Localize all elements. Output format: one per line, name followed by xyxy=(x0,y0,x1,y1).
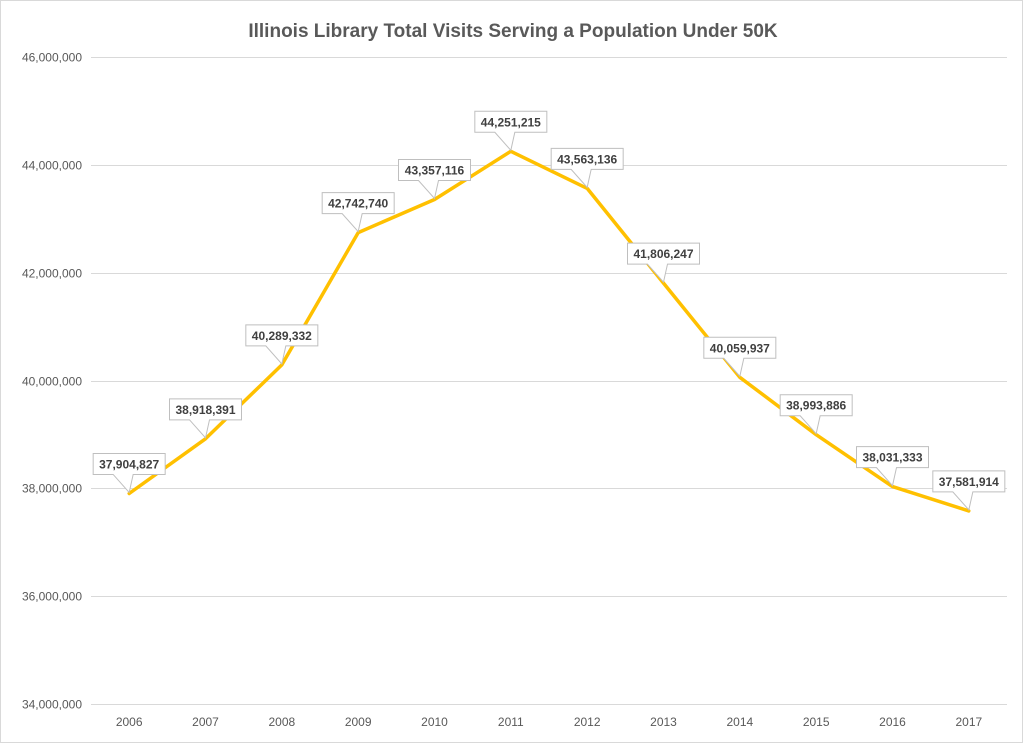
x-tick-label: 2017 xyxy=(955,715,982,729)
data-label: 44,251,215 xyxy=(481,115,541,129)
x-tick-label: 2011 xyxy=(498,715,524,729)
data-label-callout: 38,031,333 xyxy=(857,447,929,486)
data-label-callout: 40,059,937 xyxy=(704,337,776,376)
chart-title: Illinois Library Total Visits Serving a … xyxy=(248,21,778,42)
x-tick-label: 2015 xyxy=(803,715,830,729)
y-axis-tick-labels: 34,000,000 36,000,000 38,000,000 40,000,000… xyxy=(22,51,82,712)
y-tick-label: 36,000,000 xyxy=(22,590,82,604)
y-tick-label: 34,000,000 xyxy=(22,698,82,712)
y-tick-label: 44,000,000 xyxy=(22,159,82,173)
data-label: 38,993,886 xyxy=(786,399,846,413)
data-label: 38,031,333 xyxy=(862,451,922,465)
x-tick-label: 2013 xyxy=(650,715,677,729)
data-label: 43,563,136 xyxy=(557,152,617,166)
x-tick-label: 2016 xyxy=(879,715,906,729)
data-label: 40,289,332 xyxy=(252,329,312,343)
data-label-callout: 37,904,827 xyxy=(93,453,165,492)
data-label-callout: 42,742,740 xyxy=(322,193,394,232)
data-label-callout: 40,289,332 xyxy=(246,325,318,364)
y-tick-label: 46,000,000 xyxy=(22,51,82,65)
x-tick-label: 2010 xyxy=(421,715,448,729)
data-label-callout: 43,357,116 xyxy=(399,159,471,198)
x-tick-label: 2014 xyxy=(726,715,753,729)
data-label: 38,918,391 xyxy=(175,403,235,417)
data-label: 40,059,937 xyxy=(710,341,770,355)
data-label-callout: 43,563,136 xyxy=(551,148,623,187)
data-label: 42,742,740 xyxy=(328,197,388,211)
x-axis-tick-labels: 2006 2007 2008 2009 2010 2011 2012 2013 2014 2015… xyxy=(116,715,983,729)
y-tick-label: 42,000,000 xyxy=(22,267,82,281)
data-label: 41,806,247 xyxy=(633,247,693,261)
x-tick-label: 2008 xyxy=(268,715,295,729)
x-tick-label: 2007 xyxy=(192,715,219,729)
data-label-callout: 38,918,391 xyxy=(170,399,242,438)
x-tick-label: 2009 xyxy=(345,715,372,729)
data-label-callout: 38,993,886 xyxy=(780,395,852,434)
data-label: 37,581,914 xyxy=(939,475,999,489)
gridlines xyxy=(91,58,1007,705)
data-label: 43,357,116 xyxy=(405,163,465,177)
y-tick-label: 38,000,000 xyxy=(22,482,82,496)
data-label-callout: 44,251,215 xyxy=(475,111,547,150)
data-label-callout: 41,806,247 xyxy=(628,243,700,282)
data-label: 37,904,827 xyxy=(99,457,159,471)
x-tick-label: 2006 xyxy=(116,715,143,729)
x-tick-label: 2012 xyxy=(574,715,601,729)
y-tick-label: 40,000,000 xyxy=(22,375,82,389)
